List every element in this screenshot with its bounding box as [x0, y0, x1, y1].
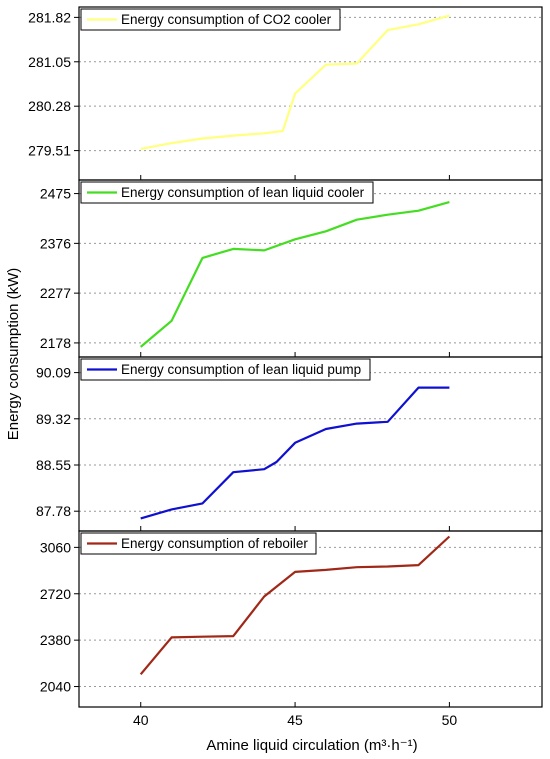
y-tick-label: 3060	[40, 539, 71, 555]
legend-box	[80, 8, 341, 31]
series-line	[139, 535, 451, 676]
legend-label: Energy consumption of lean liquid pump	[121, 362, 361, 377]
panel-frame	[78, 179, 543, 358]
legend-box	[80, 358, 371, 381]
series-line	[139, 201, 450, 348]
y-tick-label: 90.09	[36, 365, 71, 381]
x-tick-label: 45	[287, 712, 303, 728]
y-tick-label: 2475	[40, 186, 71, 202]
y-tick-label: 88.55	[36, 457, 71, 473]
legend-box	[80, 532, 317, 555]
y-tick-label: 89.32	[36, 411, 71, 427]
series-line	[140, 14, 450, 150]
y-tick-label: 2277	[40, 285, 71, 301]
panel-3: 87.78 88.55 89.32 90.09 Energy consumption o…	[36, 356, 543, 532]
panel-2: 2178 2277 2376 2475 Energy consumption of le…	[40, 179, 543, 358]
y-axis-label: Energy consumption (kW)	[5, 268, 22, 441]
y-tick-label: 2040	[40, 679, 71, 695]
y-tick-label: 2178	[40, 335, 71, 351]
y-tick-label: 2376	[40, 235, 71, 251]
y-tick-label: 281.05	[28, 54, 71, 70]
y-tick-label: 281.82	[28, 9, 71, 25]
legend-label: Energy consumption of reboiler	[121, 536, 308, 551]
legend-box	[80, 181, 374, 204]
panel-frame	[78, 530, 543, 708]
series-line	[140, 386, 450, 520]
panel-4: 2040 2380 2720 3060 Energy consumption of re…	[40, 530, 543, 708]
legend-label: Energy consumption of CO2 cooler	[121, 12, 332, 27]
x-axis-label: Amine liquid circulation (m³·h⁻¹)	[206, 737, 417, 754]
y-tick-label: 87.78	[36, 503, 71, 519]
y-tick-label: 2380	[40, 632, 71, 648]
panel-frame	[78, 356, 543, 532]
panel-1: 279.51 280.28 281.05 281.82 Energy consumpti…	[28, 6, 543, 181]
panels-layer: 279.51 280.28 281.05 281.82 Energy consumpti…	[28, 6, 543, 728]
y-tick-label: 2720	[40, 586, 71, 602]
x-tick-label: 50	[442, 712, 458, 728]
y-tick-label: 279.51	[28, 143, 71, 159]
legend-label: Energy consumption of lean liquid cooler	[121, 185, 365, 200]
y-tick-label: 280.28	[28, 98, 71, 114]
x-tick-label: 40	[133, 712, 149, 728]
panel-frame	[78, 6, 543, 181]
